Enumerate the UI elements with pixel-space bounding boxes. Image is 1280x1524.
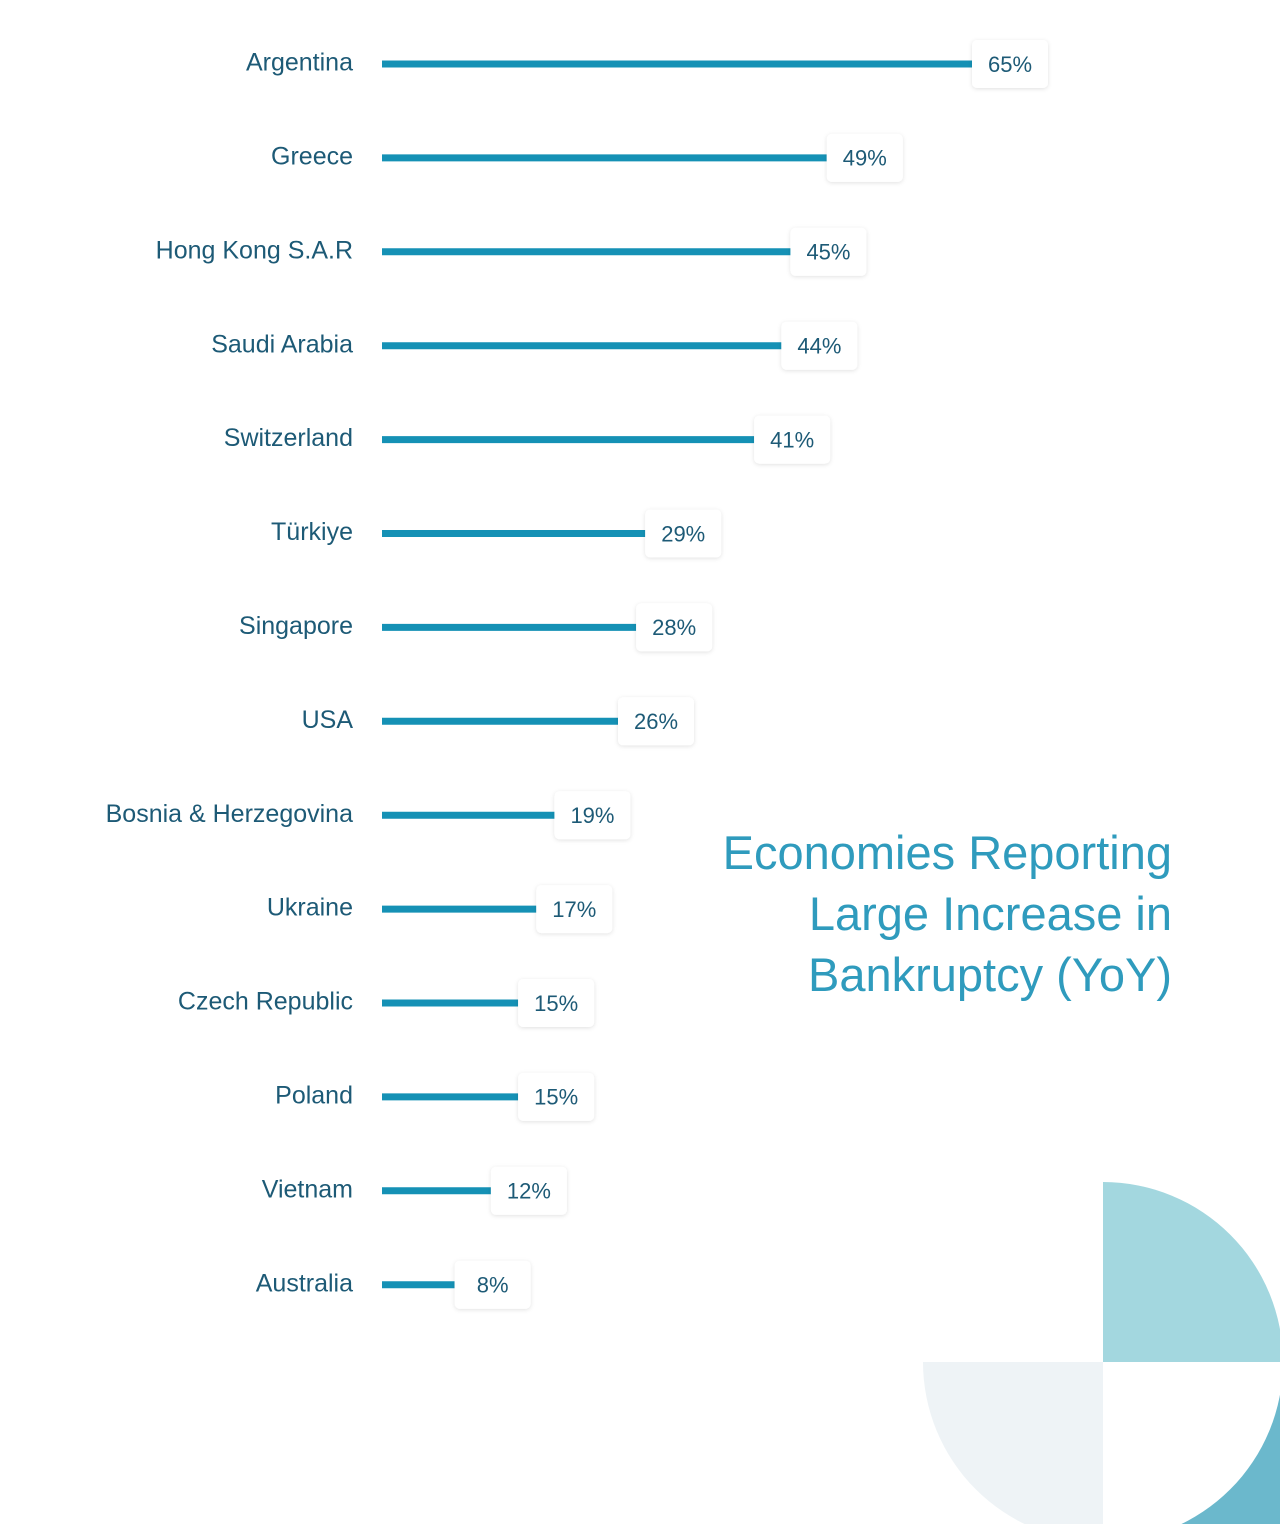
value-label: 44% — [797, 334, 841, 359]
value-label-box — [790, 227, 867, 276]
value-label-box — [972, 40, 1048, 88]
value-label: 17% — [552, 897, 596, 922]
category-label: Argentina — [246, 49, 353, 77]
category-label: Ukraine — [267, 894, 353, 922]
decoration — [923, 1182, 1280, 1524]
category-label: Bosnia & Herzegovina — [106, 800, 353, 828]
value-label: 8% — [477, 1273, 509, 1298]
category-label: Türkiye — [271, 518, 353, 546]
value-label-box — [618, 697, 694, 746]
value-label-box — [454, 1260, 531, 1309]
value-label: 45% — [806, 240, 850, 265]
chart-title: Economies Reporting Large Increase in Ba… — [722, 826, 1172, 1001]
category-label: Switzerland — [224, 424, 353, 452]
value-label-box — [554, 791, 631, 840]
value-label: 49% — [843, 146, 887, 171]
value-label-box — [781, 321, 858, 370]
value-label: 26% — [634, 709, 678, 734]
value-label-box — [645, 509, 722, 558]
category-label: Singapore — [239, 612, 353, 640]
value-label: 19% — [570, 803, 614, 828]
value-label: 65% — [988, 52, 1032, 77]
category-label: Czech Republic — [178, 988, 353, 1016]
category-label: Saudi Arabia — [211, 330, 353, 358]
value-label: 12% — [507, 1179, 551, 1204]
value-label: 15% — [534, 1085, 578, 1110]
category-label: Hong Kong S.A.R — [156, 236, 353, 264]
value-label-box — [536, 885, 613, 934]
value-label: 28% — [652, 615, 696, 640]
value-label: 41% — [770, 427, 814, 452]
value-label-box — [636, 603, 713, 652]
category-label: USA — [302, 706, 354, 734]
category-label: Greece — [271, 143, 353, 171]
value-label-box — [490, 1166, 567, 1215]
value-label-box — [518, 979, 595, 1027]
plot-area: Argentina 65% Greece 49% Hong Kong S.A.R 45% S… — [106, 40, 1048, 1309]
category-label: Poland — [275, 1082, 353, 1110]
value-label-box — [518, 1072, 595, 1121]
category-label: Vietnam — [262, 1175, 353, 1203]
category-label: Australia — [256, 1269, 353, 1297]
value-label: 29% — [661, 521, 705, 546]
value-label-box — [826, 133, 903, 182]
value-label-box — [754, 415, 831, 464]
value-label: 15% — [534, 991, 578, 1016]
